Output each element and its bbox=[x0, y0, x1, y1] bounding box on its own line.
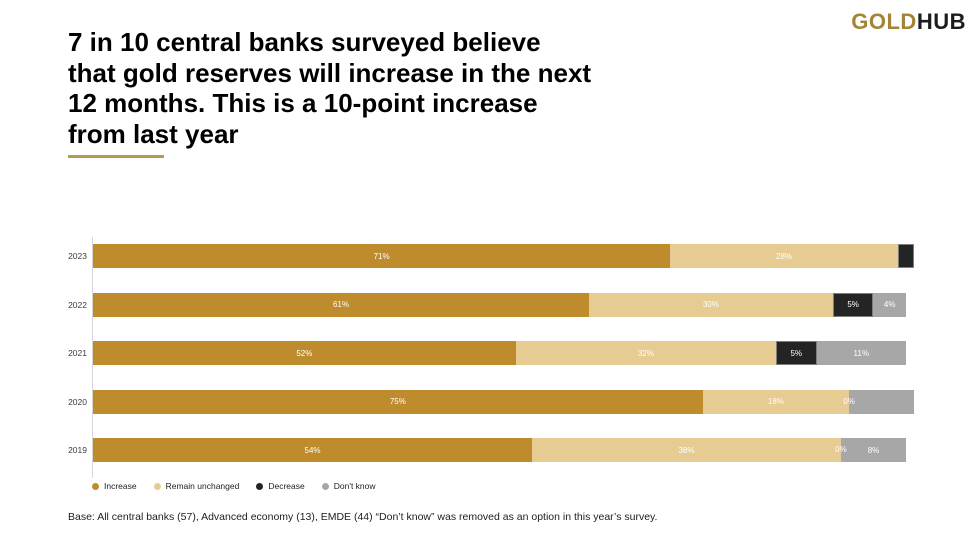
title-line-4: from last year bbox=[68, 118, 239, 149]
logo-hub-text: HUB bbox=[916, 9, 966, 34]
segment-remain_unchanged: 18% bbox=[702, 389, 850, 414]
segment-value-label: 54% bbox=[304, 445, 321, 455]
segment-remain_unchanged: 28% bbox=[670, 244, 898, 268]
segment-value-label: 61% bbox=[332, 300, 349, 309]
segment-decrease bbox=[897, 244, 915, 268]
segment-decrease: 5% bbox=[832, 292, 874, 317]
bar-row-2022: 61% 30% 5% 4% bbox=[93, 292, 906, 317]
title-line-2: that gold reserves will increase in the … bbox=[68, 57, 592, 88]
legend-dot-increase bbox=[92, 482, 99, 490]
bar-row-2021: 52% 32% 5% 11% bbox=[93, 341, 906, 365]
legend-label: Decrease bbox=[268, 481, 305, 491]
segment-value-label: 75% bbox=[389, 397, 406, 406]
segment-value-label: 38% bbox=[678, 445, 695, 455]
segment-value-label: 28% bbox=[776, 251, 793, 261]
segment-zero-label-decrease: 0% bbox=[835, 445, 847, 454]
year-label-2021: 2021 bbox=[68, 348, 87, 358]
segment-dont_know: 4% bbox=[873, 292, 906, 317]
title-underline bbox=[68, 155, 164, 158]
segment-value-label: 8% bbox=[867, 445, 880, 455]
segment-value-label: 4% bbox=[883, 300, 896, 309]
year-label-2019: 2019 bbox=[68, 445, 87, 455]
legend-item-decrease: Decrease bbox=[256, 481, 305, 491]
segment-zero-label-decrease: 0% bbox=[843, 396, 855, 406]
year-label-2020: 2020 bbox=[68, 396, 87, 407]
legend-label: Don't know bbox=[333, 481, 376, 491]
segment-increase: 52% bbox=[93, 341, 516, 365]
bar-row-2023: 71% 28% bbox=[93, 244, 915, 268]
segment-value-label: 71% bbox=[373, 251, 390, 261]
segment-dont_know bbox=[849, 389, 915, 414]
chart-legend: Increase Remain unchanged Decrease Don't kn… bbox=[92, 481, 376, 491]
segment-increase: 75% bbox=[93, 389, 703, 414]
segment-remain_unchanged: 30% bbox=[588, 292, 833, 317]
segment-increase: 71% bbox=[93, 244, 671, 268]
segment-value-label: 11% bbox=[853, 348, 869, 358]
bar-row-2020: 75% 18% 0% bbox=[93, 389, 915, 414]
segment-value-label: 5% bbox=[790, 348, 802, 358]
legend-label: Increase bbox=[104, 481, 137, 491]
segment-remain_unchanged: 32% bbox=[515, 341, 776, 365]
legend-dot-remain_unchanged bbox=[153, 482, 161, 490]
title-line-3: 12 months. This is a 10-point increase bbox=[68, 88, 538, 118]
page-title: 7 in 10 central banks surveyed believe t… bbox=[68, 27, 591, 149]
segment-decrease: 5% bbox=[775, 341, 817, 365]
base-footnote: Base: All central banks (57), Advanced e… bbox=[68, 511, 658, 523]
year-label-2022: 2022 bbox=[68, 299, 87, 310]
logo-gold-text: GOLD bbox=[851, 9, 917, 34]
segment-value-label: 5% bbox=[847, 300, 859, 309]
segment-remain_unchanged: 38% bbox=[532, 438, 841, 462]
legend-label: Remain unchanged bbox=[165, 481, 240, 491]
segment-increase: 54% bbox=[93, 438, 533, 462]
legend-item-dont_know: Don't know bbox=[321, 481, 376, 491]
legend-item-remain_unchanged: Remain unchanged bbox=[153, 481, 240, 491]
bar-row-2019: 54% 38% 0% 8% bbox=[93, 438, 906, 462]
segment-dont_know: 11% bbox=[816, 341, 906, 365]
title-line-1: 7 in 10 central banks surveyed believe bbox=[68, 27, 541, 57]
legend-dot-decrease bbox=[256, 482, 264, 490]
y-axis-line bbox=[92, 237, 93, 478]
segment-value-label: 30% bbox=[702, 300, 719, 309]
legend-item-increase: Increase bbox=[92, 481, 137, 491]
segment-value-label: 52% bbox=[296, 348, 313, 358]
segment-increase: 61% bbox=[93, 292, 589, 317]
goldhub-logo: GOLDHUB bbox=[851, 9, 966, 35]
segment-dont_know: 8% bbox=[840, 438, 906, 462]
legend-dot-dont_know bbox=[321, 482, 329, 490]
year-label-2023: 2023 bbox=[68, 251, 87, 261]
segment-value-label: 32% bbox=[637, 348, 654, 358]
segment-value-label: 18% bbox=[767, 397, 784, 406]
